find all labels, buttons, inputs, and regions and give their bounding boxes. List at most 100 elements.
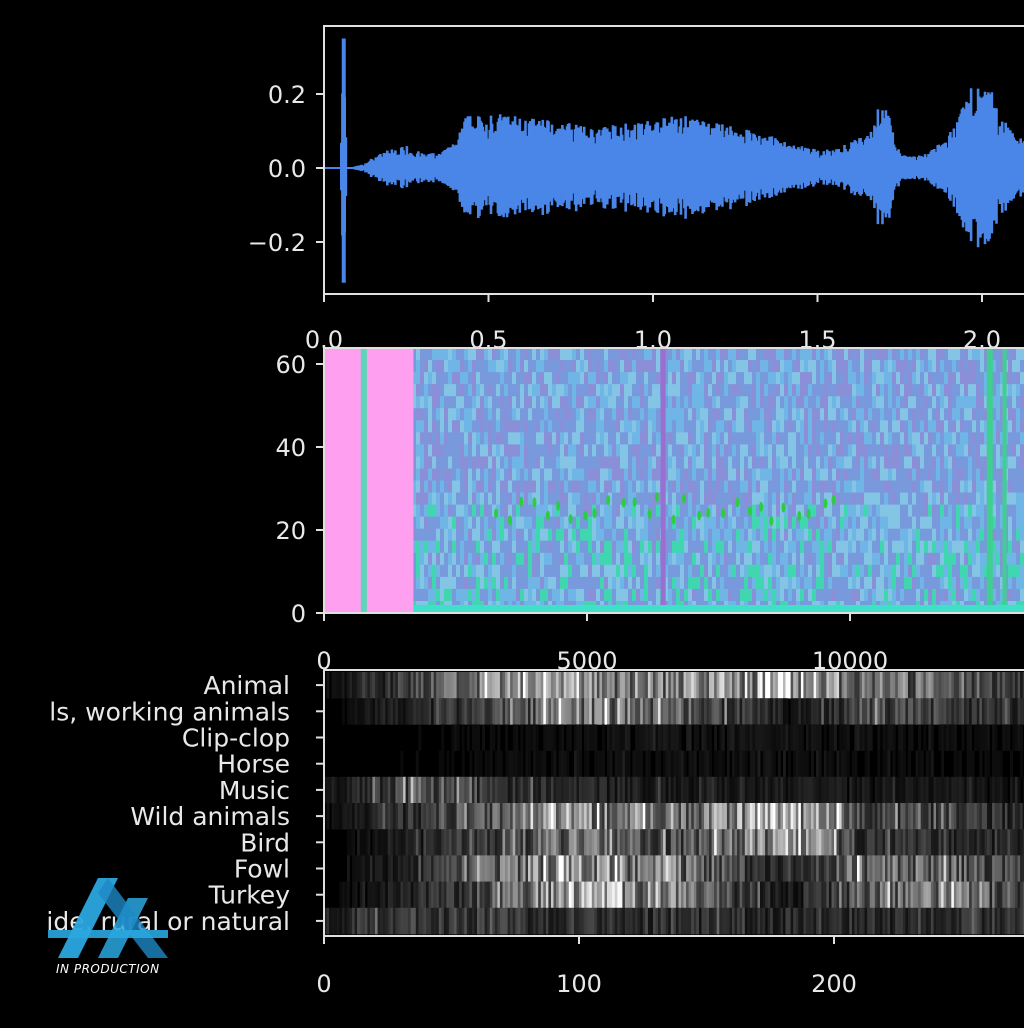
spectrogram-cell (448, 432, 453, 445)
spectrogram-cell (1012, 420, 1017, 433)
spectrogram-cell (920, 577, 925, 590)
spectrogram-cell (428, 589, 433, 602)
spectrogram-cell (796, 372, 801, 385)
spectrogram-cell (640, 372, 645, 385)
spectrogram-cell (580, 553, 585, 566)
spectrogram-cell (500, 553, 505, 566)
spectrogram-cell (504, 420, 509, 433)
spectrogram-cell (616, 541, 621, 554)
spectrogram-cell (676, 348, 681, 361)
spectrogram-cell (588, 565, 593, 578)
spectrogram-cell (1008, 517, 1013, 530)
spectrogram-cell (444, 505, 449, 517)
spectrogram-cell (596, 565, 601, 578)
spectrogram-cell (520, 360, 525, 373)
spectrogram-cell (416, 577, 421, 590)
spectrogram-cell (1016, 481, 1021, 494)
spectrogram-cell (996, 529, 1001, 542)
spectrogram-cell (996, 408, 1001, 421)
spectrogram-cell (912, 360, 917, 373)
spectrogram-cell (644, 348, 649, 361)
spectrogram-cell (644, 444, 649, 457)
spectrogram-cell (820, 481, 825, 494)
spectrogram-cell (496, 420, 501, 433)
spectrogram-cell (976, 553, 981, 566)
spectrogram-cell (636, 420, 641, 433)
spectrogram-cell (424, 384, 429, 397)
spectrogram-cell (460, 589, 465, 602)
spectrogram-cell (844, 529, 849, 542)
spectrogram-cell (740, 517, 745, 530)
spectrogram-cell (668, 565, 673, 578)
spectrogram-cell (516, 348, 521, 361)
spectrogram-cell (472, 553, 477, 566)
spectrogram-cell (500, 384, 505, 397)
spectrogram-cell (552, 396, 557, 409)
spectrogram-cell (484, 481, 489, 494)
spectrogram-cell (944, 408, 949, 421)
spectrogram-cell (436, 517, 441, 530)
spectrogram-cell (636, 589, 641, 602)
spectrogram-cell (612, 408, 617, 421)
spectrogram-cell (1016, 553, 1021, 566)
spectrogram-cell (596, 589, 601, 602)
spectrogram-cell (840, 432, 845, 445)
spectrogram-cell (784, 565, 789, 578)
spectrogram-cell (512, 517, 517, 530)
class-score-cell (854, 672, 857, 699)
spectrogram-cell (740, 420, 745, 433)
spectrogram-cell (584, 565, 589, 578)
spectrogram-cell (596, 432, 601, 445)
spectrogram-cell (964, 577, 969, 590)
spectrogram-cell (852, 348, 857, 361)
spectrogram-cell (500, 481, 505, 494)
spectrogram-cell (440, 432, 445, 445)
spectrogram-cell (484, 541, 489, 554)
spectrogram-cell (484, 589, 489, 602)
spectrogram-cell (812, 469, 817, 482)
spectrogram-cell (712, 577, 717, 590)
spectrogram-cell (468, 529, 473, 542)
spectrogram-cell (648, 469, 653, 482)
spectrogram-cell (576, 456, 581, 469)
spectrogram-cell (608, 589, 613, 602)
spectrogram-cell (932, 396, 937, 409)
spectrogram-cell (1020, 348, 1024, 361)
spectrogram-cell (612, 432, 617, 445)
spectrogram-cell (468, 565, 473, 578)
spectrogram-cell (852, 517, 857, 530)
class-score-cell (1002, 672, 1005, 699)
spectrogram-cell (636, 444, 641, 457)
spectrogram-cell (1008, 384, 1013, 397)
spectrogram-cell (492, 541, 497, 554)
spectrogram-cell (624, 444, 629, 457)
spectrogram-cell (816, 408, 821, 421)
spectrogram-cell (884, 553, 889, 566)
spectrogram-cell (520, 517, 525, 530)
spectrogram-cell (816, 589, 821, 602)
spectrogram-cell (940, 408, 945, 421)
spectrogram-cell (1008, 456, 1013, 469)
spectrogram-cell (964, 372, 969, 385)
spectrogram-cell (532, 469, 537, 482)
spectrogram-cell (708, 517, 713, 530)
spectrogram-cell (636, 565, 641, 578)
spectrogram-cell (692, 469, 697, 482)
spectrogram-cell (836, 577, 841, 590)
spectrogram-cell (696, 372, 701, 385)
spectrogram-cell (764, 529, 769, 542)
spectrogram-cell (780, 481, 785, 494)
spectrogram-cell (948, 348, 953, 361)
class-score-cell (913, 672, 916, 699)
spectrogram-cell (416, 493, 421, 506)
spectrogram-cell (544, 469, 549, 482)
spectrogram-cell (856, 384, 861, 397)
spectrogram-cell (824, 577, 829, 590)
spectrogram-cell (1020, 456, 1024, 469)
spectrogram-cell (692, 444, 697, 457)
spectrogram-cell (824, 384, 829, 397)
spectrogram-cell (652, 577, 657, 590)
class-score-cell (640, 672, 643, 699)
spectrogram-cell (588, 505, 593, 517)
